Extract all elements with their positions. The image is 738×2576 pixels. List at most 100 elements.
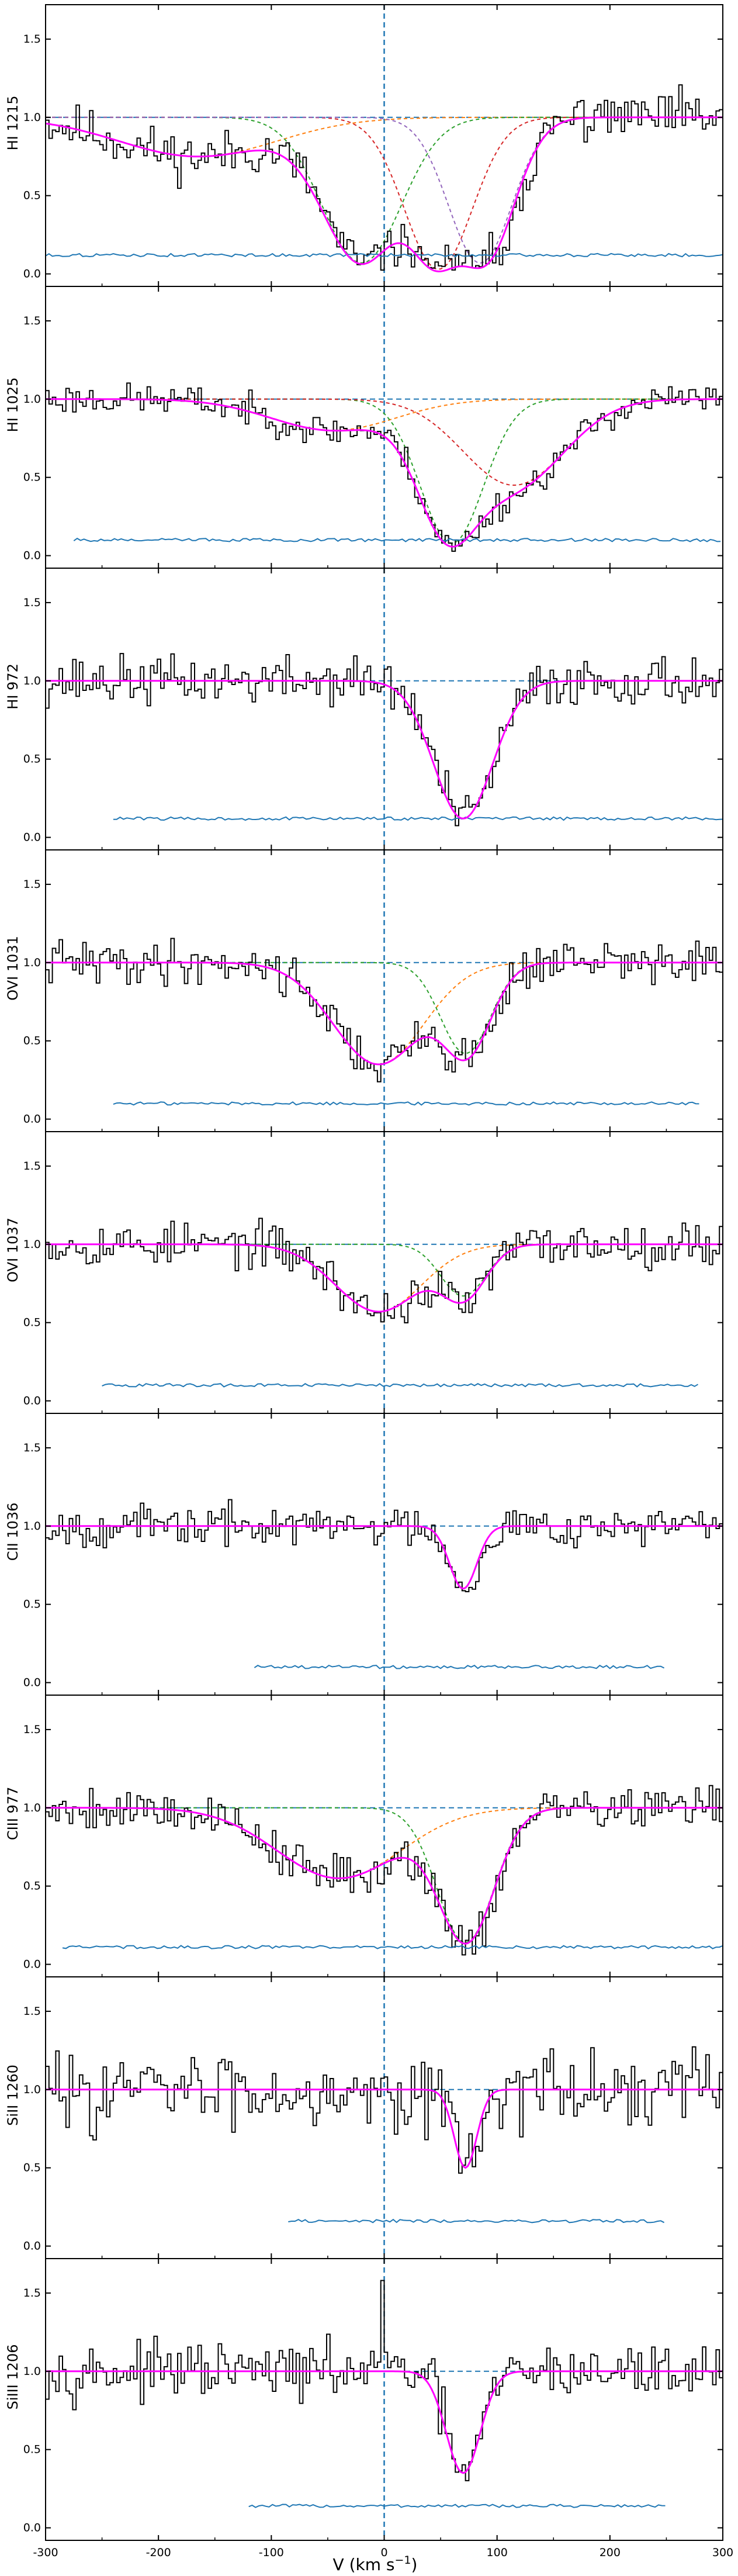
flux-spectrum [46,2280,723,2481]
error-spectrum [102,1383,699,1388]
plot-area [46,568,723,850]
y-tick-label: 1.5 [23,878,41,891]
error-spectrum [254,1664,665,1669]
y-tick-label: 0.5 [23,1316,41,1329]
component-profile-1 [46,398,723,431]
x-tick-label: 0 [380,2546,387,2559]
panel-label: CII 1036 [5,1503,21,1561]
panel-label: CIII 977 [5,1787,21,1840]
error-spectrum [62,1945,723,1950]
y-tick-label: 1.0 [23,2083,41,2096]
y-tick-label: 1.5 [23,33,41,46]
panel-5: 0.0 0.5 1.0 1.5 OVI 1037 [5,1131,723,1414]
x-tick-label: 300 [712,2546,733,2559]
model-fit [46,1807,723,1945]
panel-label: HI 1215 [5,96,21,151]
y-tick-label: 0.0 [23,1395,41,1408]
y-tick-label: 0.0 [23,2522,41,2534]
panel-7: 0.0 0.5 1.0 1.5 CIII 977 [5,1695,723,1977]
panel-label: OVI 1037 [5,1218,21,1282]
y-tick-label: 0.5 [23,753,41,766]
flux-spectrum [46,1499,723,1592]
panel-8: 0.0 0.5 1.0 1.5 SiII 1260 [5,1976,723,2259]
y-tick-label: 0.0 [23,1958,41,1971]
y-tick-label: 0.0 [23,268,41,281]
model-fit [46,1525,723,1590]
y-tick-label: 1.0 [23,393,41,406]
panel-label: OVI 1031 [5,936,21,1001]
error-spectrum [113,816,723,821]
y-tick-label: 1.5 [23,2005,41,2018]
y-tick-label: 0.0 [23,1113,41,1126]
panel-label: SiIII 1206 [5,2345,21,2410]
y-tick-label: 1.5 [23,596,41,609]
model-fit [46,962,723,1066]
y-tick-label: 0.5 [23,1880,41,1893]
panel-9: 0.0 0.5 1.0 1.5 SiIII 1206 -300 -200 -100 0 100 20… [5,2258,733,2559]
y-tick-label: 1.0 [23,1238,41,1251]
x-axis-label: V (km s−1) [333,2554,418,2574]
error-spectrum [113,1101,699,1106]
error-spectrum [248,2504,666,2508]
y-tick-label: 1.0 [23,2365,41,2378]
x-tick-label: -300 [33,2546,58,2559]
y-tick-label: 0.5 [23,471,41,484]
model-fit [46,1243,723,1313]
plot-area [46,286,723,568]
y-tick-label: 0.0 [23,2240,41,2253]
y-tick-label: 1.0 [23,1802,41,1814]
x-tick-label: -100 [259,2546,284,2559]
panel-3: 0.0 0.5 1.0 1.5 HI 972 [5,568,723,850]
y-tick-label: 1.5 [23,1160,41,1173]
component-profile-2 [46,116,723,264]
y-tick-label: 0.5 [23,2162,41,2174]
plot-area [46,2259,723,2540]
y-tick-label: 1.0 [23,111,41,124]
plot-area [46,5,723,286]
plot-area [46,850,723,1132]
flux-spectrum [46,2046,723,2174]
y-tick-label: 1.5 [23,1723,41,1736]
y-tick-label: 0.0 [23,1676,41,1689]
y-tick-label: 1.0 [23,956,41,969]
y-tick-label: 1.5 [23,1441,41,1454]
error-spectrum [73,537,721,542]
x-tick-label: 100 [487,2546,508,2559]
model-fit [46,2089,723,2169]
panel-label: HI 1025 [5,378,21,433]
plot-area [46,1695,723,1977]
panel-2: 0.0 0.5 1.0 1.5 HI 1025 [5,286,723,569]
plot-area [46,1413,723,1695]
y-tick-label: 1.0 [23,675,41,687]
error-spectrum [288,2218,665,2224]
y-tick-label: 0.0 [23,831,41,844]
model-fit [46,398,723,548]
y-tick-label: 0.5 [23,1598,41,1611]
y-tick-label: 0.5 [23,1035,41,1047]
flux-spectrum [46,382,723,552]
flux-spectrum [46,1785,723,1956]
y-tick-label: 0.5 [23,2443,41,2456]
model-fit [46,2370,723,2474]
flux-spectrum [46,938,723,1083]
panel-4: 0.0 0.5 1.0 1.5 OVI 1031 [5,849,723,1132]
flux-spectrum [46,1218,723,1323]
panel-label: SiII 1260 [5,2065,21,2126]
plot-area [46,1977,723,2259]
model-fit [46,116,723,272]
panel-label: HI 972 [5,663,21,710]
y-tick-label: 1.5 [23,314,41,327]
x-tick-label: 200 [600,2546,621,2559]
panel-6: 0.0 0.5 1.0 1.5 CII 1036 [5,1413,723,1696]
panel-1: 0.0 0.5 1.0 1.5 HI 1215 [5,4,723,287]
y-tick-label: 1.5 [23,2287,41,2300]
y-tick-label: 0.0 [23,549,41,562]
component-profile-2 [46,1243,723,1297]
model-fit [46,680,723,820]
component-profile-2 [46,398,723,544]
y-tick-label: 1.0 [23,1520,41,1533]
y-tick-label: 0.5 [23,189,41,202]
flux-spectrum [46,84,723,271]
